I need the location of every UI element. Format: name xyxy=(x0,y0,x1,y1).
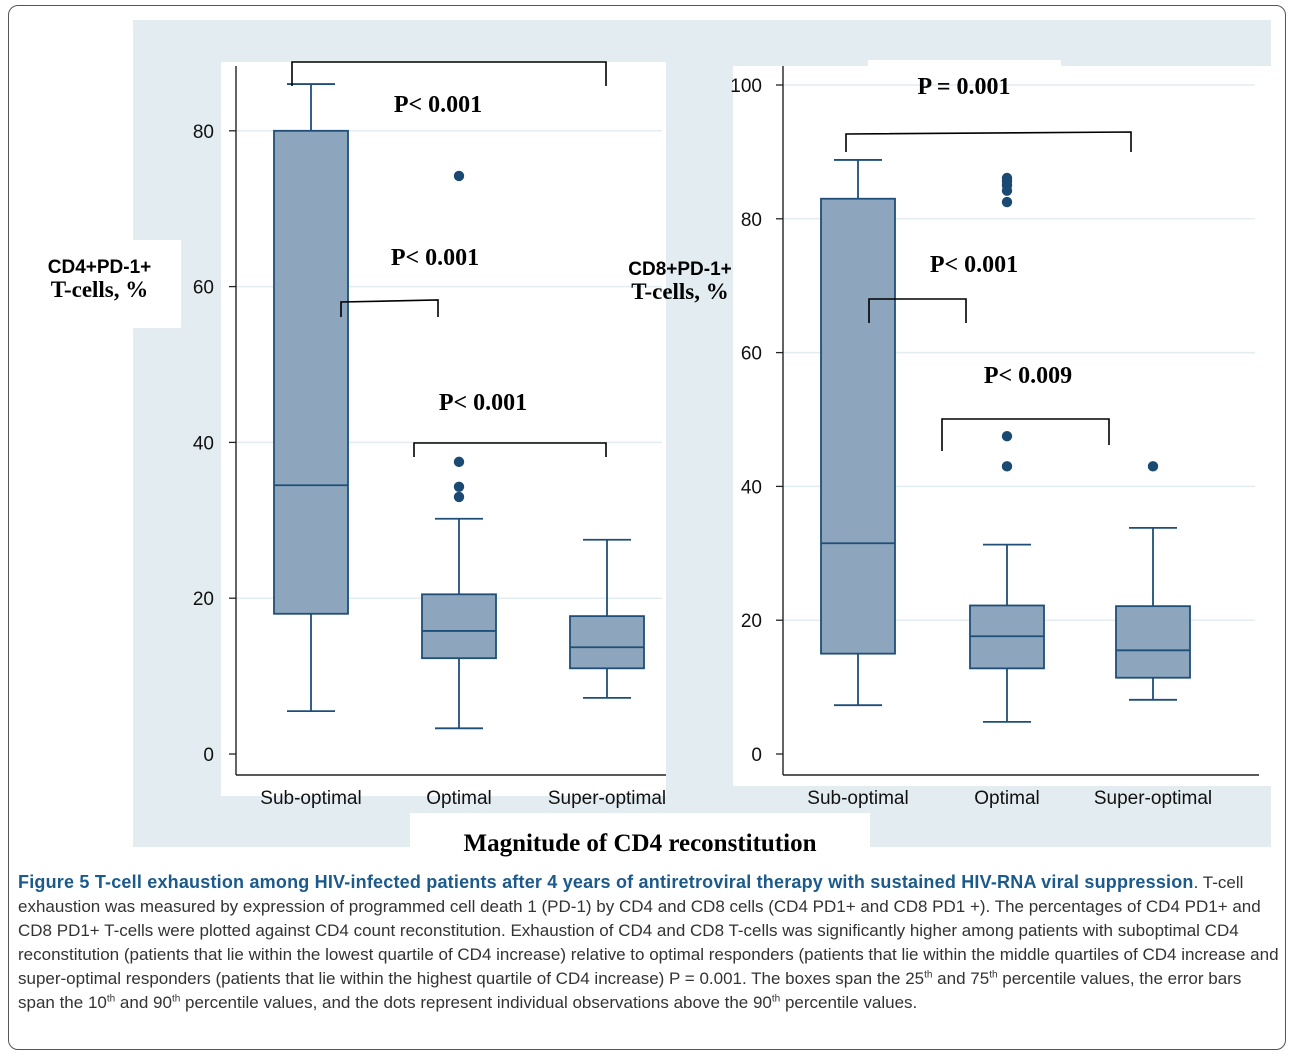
chart1-category-label-2: Super-optimal xyxy=(548,788,666,809)
caption-text-6: percentile values. xyxy=(780,993,918,1012)
right-ylabel-line2: T-cells, % xyxy=(631,278,729,304)
chart1-category-label-0: Sub-optimal xyxy=(260,788,361,809)
chart1-pvalue-0: P< 0.001 xyxy=(394,92,482,118)
chart1-bracket-0 xyxy=(291,61,607,86)
caption-sup-2: th xyxy=(989,969,998,981)
chart1-pvalue-1: P< 0.001 xyxy=(391,245,479,271)
right-top-pval-backing xyxy=(868,60,1061,112)
chart2-outlier-1-0 xyxy=(1001,461,1013,472)
left-top-pval-backing xyxy=(368,76,562,130)
caption-sup-1: th xyxy=(924,969,933,981)
chart1-outlier-1-0 xyxy=(453,491,465,503)
figure-caption: Figure 5 T-cell exhaustion among HIV-inf… xyxy=(18,870,1280,1015)
chart2-ytick-label-3: 60 xyxy=(741,344,762,365)
chart2-category-label-1: Optimal xyxy=(974,788,1039,809)
caption-text-2: and 75 xyxy=(932,969,990,988)
chart1-outlier-1-2 xyxy=(453,456,465,468)
chart2-ytick-label-1: 20 xyxy=(741,611,762,632)
chart2-pvalue-2: P< 0.009 xyxy=(984,363,1072,389)
chart1-ytick-label-2: 40 xyxy=(193,433,214,454)
right-bottom-pval-backing xyxy=(958,352,1126,404)
caption-sup-4: th xyxy=(171,993,181,1005)
chart2-bracket-2 xyxy=(941,418,1110,451)
chart1-ytick-label-1: 20 xyxy=(193,589,214,610)
chart2-outlier-1-2 xyxy=(1001,196,1013,208)
left-ylabel-line1: CD4+PD-1+ xyxy=(47,257,152,278)
caption-text-5: percentile values, and the dots represen… xyxy=(180,993,772,1012)
chart2-ytick-label-5: 100 xyxy=(730,76,762,97)
x-axis-label: Magnitude of CD4 reconstitution xyxy=(410,813,870,859)
chart1-outlier-1-3 xyxy=(453,170,465,182)
chart2-box-0 xyxy=(820,197,896,655)
chart1-ytick-label-0: 0 xyxy=(203,745,214,766)
caption-sup-3: th xyxy=(106,993,116,1005)
chart2-ytick-label-4: 80 xyxy=(741,210,762,231)
chart1-box-1 xyxy=(421,593,497,660)
chart1-box-2 xyxy=(569,615,645,670)
chart1-bracket-1 xyxy=(340,299,439,317)
chart2-outlier-1-1 xyxy=(1001,431,1013,442)
chart1-ytick-label-4: 80 xyxy=(193,122,214,143)
chart2-bracket-0 xyxy=(845,131,1132,152)
chart2-pvalue-1: P< 0.001 xyxy=(930,252,1018,278)
left-ylabel-line2: T-cells, % xyxy=(50,276,149,302)
chart2-box-2 xyxy=(1115,605,1191,679)
chart1-pvalue-2: P< 0.001 xyxy=(439,390,527,416)
chart2-outlier-2-0 xyxy=(1147,461,1159,472)
figure-frame xyxy=(8,5,1286,1050)
chart2-category-label-2: Super-optimal xyxy=(1094,788,1212,809)
chart2-outlier-1-6 xyxy=(1001,172,1013,184)
chart2-pvalue-0: P = 0.001 xyxy=(917,74,1010,100)
chart1-ytick-label-3: 60 xyxy=(193,278,214,299)
left-y-axis-label: CD4+PD-1+ T-cells, % xyxy=(18,258,181,302)
chart1-box-0 xyxy=(273,129,349,615)
chart2-bracket-1 xyxy=(868,298,967,323)
right-y-axis-label: CD8+PD-1+ T-cells, % xyxy=(612,260,748,304)
left-ylabel-backing xyxy=(18,240,181,328)
chart1-category-label-1: Optimal xyxy=(426,788,491,809)
caption-sup-5: th xyxy=(771,993,781,1005)
chart2-ytick-label-0: 0 xyxy=(751,745,762,766)
chart1-bracket-2 xyxy=(413,442,607,457)
chart1-outlier-1-1 xyxy=(453,481,465,493)
caption-title: Figure 5 T-cell exhaustion among HIV-inf… xyxy=(18,872,1194,892)
right-ylabel-line1: CD8+PD-1+ xyxy=(628,259,732,280)
chart2-ytick-label-2: 40 xyxy=(741,477,762,498)
caption-text-1: . T-cell exhaustion was measured by expr… xyxy=(18,873,1279,988)
chart2-category-label-0: Sub-optimal xyxy=(807,788,908,809)
caption-text-3: percentile values, the error bars span t… xyxy=(18,969,1242,1012)
caption-text-4: and 90 xyxy=(115,993,172,1012)
